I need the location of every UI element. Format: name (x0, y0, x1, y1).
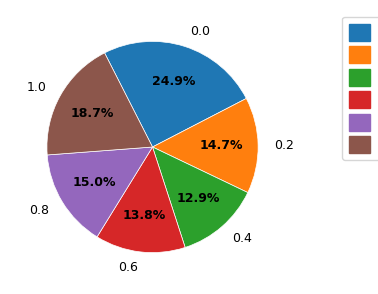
Text: 1.0: 1.0 (27, 81, 46, 94)
Legend: 0.0, 0.2, 0.4, 0.6, 0.8, 1.0: 0.0, 0.2, 0.4, 0.6, 0.8, 1.0 (342, 17, 378, 160)
Wedge shape (105, 41, 246, 147)
Text: 18.7%: 18.7% (71, 107, 115, 120)
Wedge shape (47, 147, 152, 237)
Wedge shape (97, 147, 185, 253)
Text: 0.2: 0.2 (274, 138, 294, 152)
Wedge shape (47, 53, 152, 155)
Text: 12.9%: 12.9% (176, 192, 220, 205)
Wedge shape (152, 147, 248, 248)
Text: 0.8: 0.8 (29, 204, 49, 217)
Text: 0.6: 0.6 (118, 261, 138, 274)
Text: 13.8%: 13.8% (123, 209, 166, 222)
Text: 0.0: 0.0 (190, 25, 210, 38)
Text: 24.9%: 24.9% (152, 75, 195, 88)
Text: 15.0%: 15.0% (72, 176, 116, 189)
Text: 14.7%: 14.7% (200, 139, 243, 152)
Text: 0.4: 0.4 (232, 232, 253, 245)
Wedge shape (152, 98, 258, 193)
